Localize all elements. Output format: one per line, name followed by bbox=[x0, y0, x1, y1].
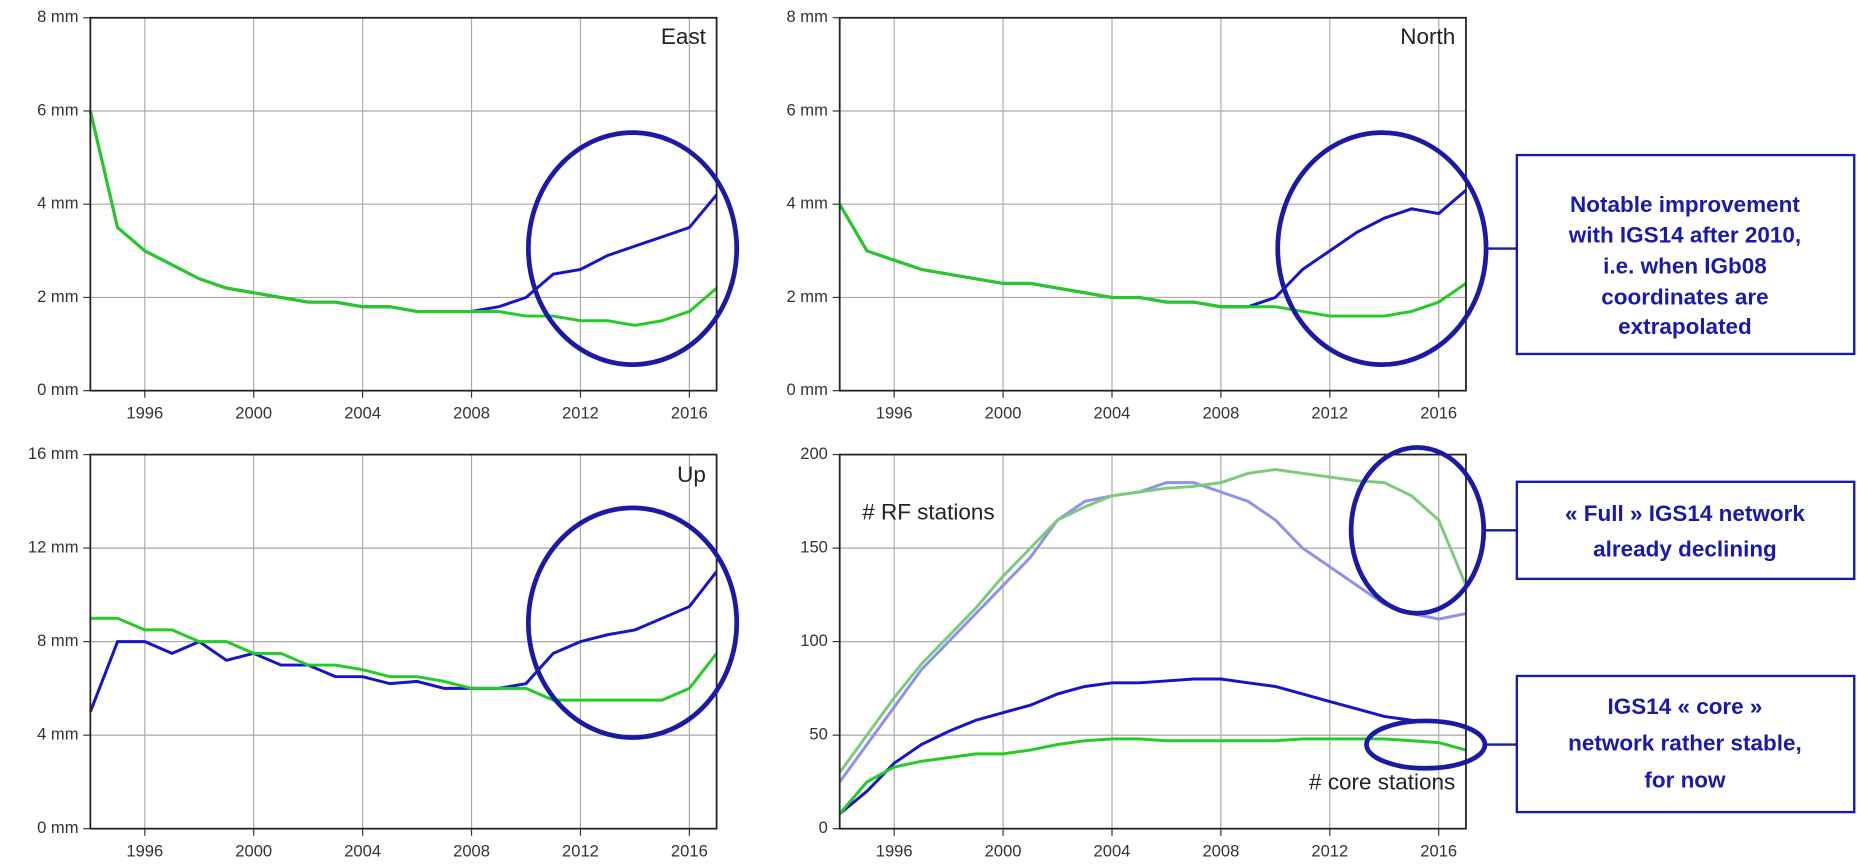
series-line bbox=[88, 110, 718, 327]
y-tick-label: 16 mm bbox=[28, 444, 79, 463]
x-tick-label: 1996 bbox=[876, 842, 913, 861]
y-tick-label: 200 bbox=[800, 444, 828, 463]
note-box bbox=[1515, 674, 1856, 814]
y-tick-label: 2 mm bbox=[37, 287, 78, 306]
highlight-ellipse bbox=[1348, 445, 1487, 616]
series-line bbox=[838, 189, 1467, 309]
plot-frame bbox=[89, 16, 718, 392]
highlight-ellipse bbox=[526, 130, 740, 367]
y-tick-label: 100 bbox=[800, 631, 828, 650]
x-tick-label: 2004 bbox=[1094, 842, 1131, 861]
y-tick-label: 6 mm bbox=[786, 100, 827, 119]
y-tick-label: 4 mm bbox=[37, 194, 78, 213]
annotation: East bbox=[661, 24, 707, 49]
x-tick-label: 2012 bbox=[562, 842, 599, 861]
plot-frame bbox=[89, 453, 718, 830]
x-tick-label: 1996 bbox=[126, 842, 163, 861]
y-tick-label: 2 mm bbox=[786, 287, 827, 306]
x-tick-label: 2008 bbox=[453, 404, 490, 423]
x-tick-label: 2016 bbox=[671, 842, 708, 861]
y-tick-label: 0 mm bbox=[786, 380, 827, 399]
x-tick-label: 2000 bbox=[985, 404, 1022, 423]
note-box bbox=[1515, 153, 1856, 356]
x-tick-label: 2012 bbox=[1311, 842, 1348, 861]
y-tick-label: 0 mm bbox=[37, 380, 78, 399]
x-tick-label: 2012 bbox=[1311, 404, 1348, 423]
highlight-ellipse bbox=[526, 505, 740, 740]
series-line bbox=[838, 677, 1467, 815]
note-text: already declining bbox=[1593, 536, 1777, 561]
x-tick-label: 2008 bbox=[1202, 404, 1239, 423]
highlight-ellipse bbox=[1364, 718, 1488, 771]
note-text: IGS14 « core » bbox=[1607, 694, 1762, 719]
x-tick-label: 2016 bbox=[1420, 404, 1457, 423]
x-tick-label: 2008 bbox=[1202, 842, 1239, 861]
plot-frame bbox=[838, 16, 1467, 392]
plot-frame bbox=[838, 453, 1467, 830]
note-text: extrapolated bbox=[1618, 314, 1752, 339]
series-line bbox=[838, 203, 1467, 318]
x-tick-label: 1996 bbox=[126, 404, 163, 423]
series-line bbox=[838, 737, 1467, 815]
x-tick-label: 2000 bbox=[235, 842, 272, 861]
note-box bbox=[1515, 480, 1856, 581]
annotation: Up bbox=[677, 462, 706, 487]
y-tick-label: 6 mm bbox=[37, 100, 78, 119]
y-tick-label: 8 mm bbox=[37, 7, 78, 26]
x-tick-label: 2004 bbox=[344, 404, 381, 423]
annotation: # RF stations bbox=[862, 500, 994, 525]
x-tick-label: 2016 bbox=[1420, 842, 1457, 861]
x-tick-label: 2000 bbox=[235, 404, 272, 423]
y-tick-label: 0 bbox=[819, 818, 828, 837]
series-line bbox=[838, 481, 1467, 783]
annotation: # core stations bbox=[1309, 770, 1455, 795]
note-text: i.e. when IGb08 bbox=[1603, 253, 1767, 278]
y-tick-label: 12 mm bbox=[28, 537, 79, 556]
note-text: Notable improvement bbox=[1570, 192, 1800, 217]
x-tick-label: 1996 bbox=[876, 404, 913, 423]
y-tick-label: 0 mm bbox=[37, 818, 78, 837]
y-tick-label: 4 mm bbox=[786, 194, 827, 213]
note-text: « Full » IGS14 network bbox=[1565, 501, 1805, 526]
x-tick-label: 2004 bbox=[344, 842, 381, 861]
note-text: network rather stable, bbox=[1568, 731, 1802, 756]
annotation: North bbox=[1400, 24, 1455, 49]
x-tick-label: 2000 bbox=[985, 842, 1022, 861]
x-tick-label: 2012 bbox=[562, 404, 599, 423]
x-tick-label: 2004 bbox=[1094, 404, 1131, 423]
note-text: coordinates are bbox=[1601, 284, 1768, 309]
series-line bbox=[90, 616, 718, 702]
y-tick-label: 8 mm bbox=[786, 7, 827, 26]
note-text: for now bbox=[1644, 767, 1726, 792]
x-tick-label: 2008 bbox=[453, 842, 490, 861]
y-tick-label: 50 bbox=[809, 725, 827, 744]
highlights bbox=[526, 130, 1856, 814]
y-tick-label: 4 mm bbox=[37, 725, 78, 744]
series-line bbox=[88, 570, 718, 713]
y-tick-label: 8 mm bbox=[37, 631, 78, 650]
highlight-ellipse bbox=[1275, 130, 1489, 367]
y-tick-label: 150 bbox=[800, 537, 828, 556]
x-tick-label: 2016 bbox=[671, 404, 708, 423]
note-text: with IGS14 after 2010, bbox=[1568, 223, 1801, 248]
series-line bbox=[88, 110, 718, 313]
